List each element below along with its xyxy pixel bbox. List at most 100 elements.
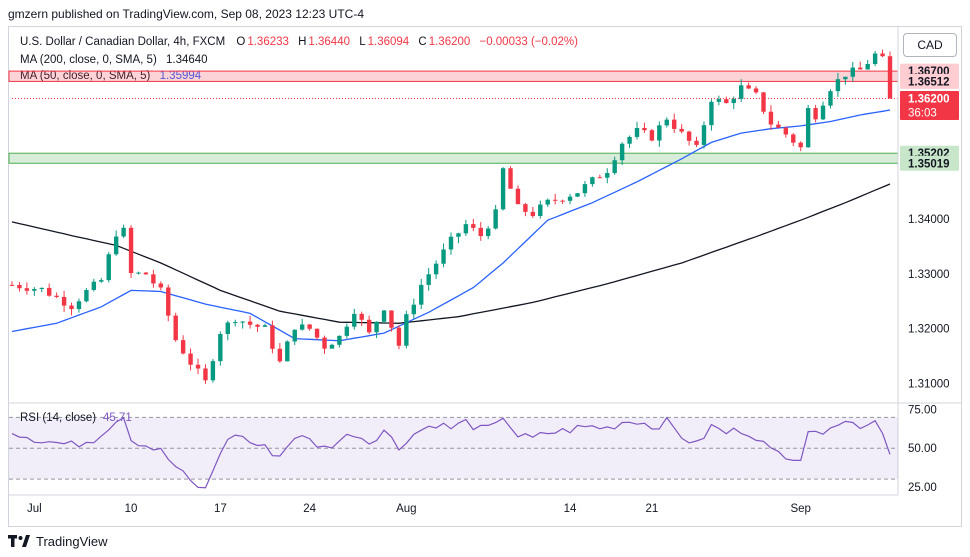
tradingview-brand: TradingView (36, 533, 108, 549)
candle (724, 96, 729, 104)
time-tick-label: 24 (303, 503, 316, 515)
ma200-value: 1.34640 (165, 54, 208, 66)
candle (180, 335, 186, 355)
candle (746, 82, 751, 90)
ma50-legend: MA (50, close, 0, SMA, 5) 1.35994 (20, 70, 201, 82)
candle (597, 174, 603, 179)
support-zone[interactable] (8, 152, 899, 164)
candle (657, 121, 662, 147)
candle (679, 124, 684, 134)
candle (463, 219, 469, 236)
publisher-line: gmzern published on TradingView.com, Sep… (8, 7, 364, 21)
time-tick-label: Jul (27, 503, 42, 515)
candle (292, 329, 297, 345)
candle (575, 193, 580, 198)
candle (872, 51, 878, 66)
candle (99, 277, 104, 283)
candle (887, 51, 893, 99)
support-low-tag: 1.35019 (900, 155, 959, 171)
time-tick-label: 17 (214, 503, 227, 515)
candle (218, 331, 223, 366)
candle (761, 92, 766, 115)
candle (634, 121, 640, 140)
candle (173, 312, 178, 342)
candle (709, 99, 714, 131)
candle (322, 335, 327, 354)
candle (285, 340, 290, 362)
candle (567, 193, 573, 205)
candle (805, 104, 811, 148)
candle (590, 176, 595, 187)
candle (307, 324, 312, 331)
ma200-legend: MA (200, close, 0, SMA, 5) 1.34640 (20, 54, 208, 66)
candle (649, 128, 655, 142)
rsi-tick-label: 50.00 (908, 443, 937, 455)
candle (143, 271, 149, 275)
open-value: 1.36233 (247, 36, 289, 48)
currency-button[interactable]: CAD (903, 33, 957, 57)
candle (664, 117, 669, 128)
candle (545, 198, 550, 207)
candle (299, 318, 305, 331)
candle (337, 335, 342, 348)
candle (381, 310, 387, 323)
candle (426, 267, 431, 291)
candle (39, 287, 44, 293)
candle (69, 302, 74, 316)
candle (515, 185, 521, 205)
close-value: 1.36200 (428, 36, 471, 48)
candle (84, 288, 89, 303)
candle (880, 49, 885, 58)
candle (776, 120, 781, 129)
candle (731, 96, 736, 110)
change-value: −0.00033 (−0.02%) (479, 36, 578, 48)
candle (9, 281, 15, 286)
candle (500, 167, 506, 211)
candle (262, 323, 268, 327)
candle (225, 320, 230, 341)
candle (32, 287, 37, 296)
candle (493, 204, 498, 230)
candle (642, 122, 647, 133)
svg-text:1.36200: 1.36200 (908, 94, 950, 106)
chart-frame (8, 26, 962, 527)
candle (419, 278, 424, 310)
candle (783, 126, 789, 138)
candle (686, 130, 692, 146)
time-tick-label: 14 (564, 503, 577, 515)
candle (865, 59, 870, 70)
rsi-line (11, 416, 891, 489)
candle (441, 243, 446, 268)
candle (203, 364, 208, 384)
candle (396, 325, 402, 350)
candle (858, 61, 863, 70)
candle (188, 348, 193, 371)
svg-text:36:03: 36:03 (908, 108, 937, 120)
resistance-low-tag: 1.36512 (900, 73, 959, 89)
candle (24, 282, 30, 295)
candle (128, 225, 134, 279)
time-tick-label: Aug (396, 503, 416, 515)
rsi-label: RSI (14, close) (20, 412, 96, 424)
candle (91, 278, 97, 292)
candle (329, 343, 335, 349)
candle (389, 310, 394, 332)
resistance-zone[interactable] (8, 70, 899, 82)
candle (538, 200, 543, 219)
candle (694, 136, 699, 148)
candle (352, 308, 357, 330)
candle (61, 290, 67, 312)
candle (411, 298, 416, 319)
high-value: 1.36440 (308, 36, 350, 48)
time-tick-label: 21 (645, 503, 658, 515)
last-price-tag: 1.36200 36:03 (900, 91, 959, 121)
candle (798, 141, 803, 152)
candle (277, 343, 283, 363)
candle (195, 358, 201, 375)
candle (270, 320, 275, 354)
footer: TradingView (8, 530, 108, 552)
candle (136, 271, 141, 275)
candle (619, 142, 625, 166)
candle (448, 232, 454, 255)
